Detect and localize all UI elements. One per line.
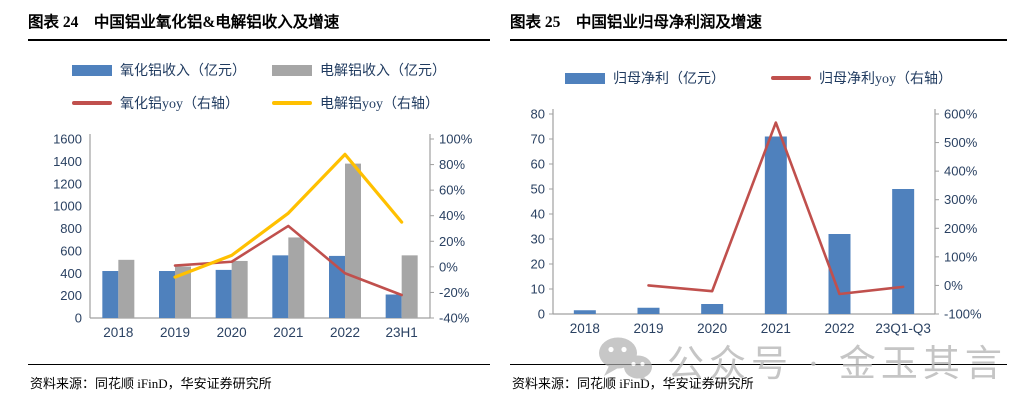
- svg-text:2018: 2018: [103, 325, 133, 340]
- svg-text:1400: 1400: [53, 154, 82, 169]
- legend-item: 氧化铝收入（亿元）: [72, 60, 246, 80]
- svg-text:500%: 500%: [944, 135, 978, 150]
- svg-text:100%: 100%: [944, 249, 978, 264]
- legend-item: 电解铝收入（亿元）: [272, 60, 446, 80]
- svg-text:2018: 2018: [570, 321, 600, 336]
- figure-25-panel: 图表 25 中国铝业归母净利润及增速 归母净利（亿元） 归母净利yoy（右轴） 0…: [510, 0, 1007, 417]
- legend-line-swatch: [272, 101, 312, 105]
- legend-label: 电解铝yoy（右轴）: [320, 97, 439, 112]
- svg-text:40: 40: [531, 207, 545, 222]
- svg-text:0: 0: [75, 311, 82, 326]
- alumina-electrolytic-revenue-chart: 0 200 400 600 800 1000 1200 1400 1600 -40% -20% 0% 2…: [53, 132, 473, 341]
- legend-bar-swatch: [272, 64, 312, 76]
- svg-text:600%: 600%: [944, 107, 978, 122]
- figure-24-source: 资料来源：同花顺 iFinD，华安证券研究所: [30, 376, 272, 391]
- svg-text:2019: 2019: [160, 325, 190, 340]
- svg-text:300%: 300%: [944, 192, 978, 207]
- svg-text:2019: 2019: [633, 321, 663, 336]
- svg-text:2022: 2022: [330, 325, 360, 340]
- svg-text:-40%: -40%: [439, 311, 470, 326]
- svg-text:1600: 1600: [53, 132, 82, 147]
- svg-text:2020: 2020: [217, 325, 247, 340]
- svg-text:2021: 2021: [761, 321, 791, 336]
- svg-text:80: 80: [531, 107, 545, 122]
- legend-label: 氧化铝yoy（右轴）: [120, 97, 239, 112]
- figure-24-title: 图表 24 中国铝业氧化铝&电解铝收入及增速: [28, 10, 490, 41]
- svg-text:23H1: 23H1: [386, 325, 418, 340]
- legend-item: 电解铝yoy（右轴）: [272, 93, 446, 113]
- legend-label: 归母净利yoy（右轴）: [819, 72, 952, 87]
- figure-24-panel: 图表 24 中国铝业氧化铝&电解铝收入及增速 氧化铝收入（亿元） 电解铝收入（亿元…: [28, 0, 490, 417]
- svg-text:0: 0: [538, 307, 545, 322]
- legend-line-swatch: [72, 101, 112, 105]
- svg-text:200: 200: [60, 288, 82, 303]
- svg-text:1000: 1000: [53, 199, 82, 214]
- svg-text:400: 400: [60, 266, 82, 281]
- legend-label: 氧化铝收入（亿元）: [120, 64, 246, 79]
- legend-bar-swatch: [72, 64, 112, 76]
- legend-label: 电解铝收入（亿元）: [320, 64, 446, 79]
- svg-text:2022: 2022: [824, 321, 854, 336]
- svg-text:-100%: -100%: [944, 307, 982, 322]
- figure-24-legend: 氧化铝收入（亿元） 电解铝收入（亿元） 氧化铝yoy（右轴） 电解铝yoy（右轴）: [28, 60, 490, 113]
- svg-text:50: 50: [531, 182, 545, 197]
- svg-text:100%: 100%: [439, 132, 473, 147]
- svg-text:40%: 40%: [439, 208, 465, 223]
- svg-text:800: 800: [60, 221, 82, 236]
- svg-text:600: 600: [60, 243, 82, 258]
- svg-text:60: 60: [531, 157, 545, 172]
- svg-text:70: 70: [531, 132, 545, 147]
- net-profit-growth-chart: 0 10 20 30 40 50 60 70 80 -100% 0% 100% 200% 300% 400%…: [531, 107, 982, 337]
- svg-text:20%: 20%: [439, 234, 465, 249]
- legend-bar-swatch: [565, 72, 605, 84]
- svg-text:23Q1-Q3: 23Q1-Q3: [875, 321, 931, 336]
- legend-item: 氧化铝yoy（右轴）: [72, 93, 246, 113]
- svg-text:10: 10: [531, 282, 545, 297]
- svg-text:20: 20: [531, 257, 545, 272]
- figure-25-legend: 归母净利（亿元） 归母净利yoy（右轴）: [510, 68, 1007, 88]
- svg-text:2021: 2021: [273, 325, 303, 340]
- legend-line-swatch: [771, 76, 811, 80]
- svg-text:60%: 60%: [439, 183, 465, 198]
- svg-text:80%: 80%: [439, 157, 465, 172]
- source-divider: [28, 364, 490, 365]
- figure-25-title: 图表 25 中国铝业归母净利润及增速: [510, 10, 1007, 41]
- svg-text:-20%: -20%: [439, 285, 470, 300]
- legend-item: 归母净利yoy（右轴）: [771, 68, 952, 88]
- svg-text:200%: 200%: [944, 221, 978, 236]
- svg-text:2020: 2020: [697, 321, 727, 336]
- source-divider: [510, 364, 1007, 365]
- figure-25-source: 资料来源：同花顺 iFinD，华安证券研究所: [512, 376, 754, 391]
- legend-label: 归母净利（亿元）: [613, 72, 725, 87]
- svg-text:0%: 0%: [439, 259, 458, 274]
- svg-text:30: 30: [531, 232, 545, 247]
- svg-text:0%: 0%: [944, 278, 963, 293]
- svg-text:400%: 400%: [944, 164, 978, 179]
- svg-text:1200: 1200: [53, 176, 82, 191]
- legend-item: 归母净利（亿元）: [565, 68, 725, 88]
